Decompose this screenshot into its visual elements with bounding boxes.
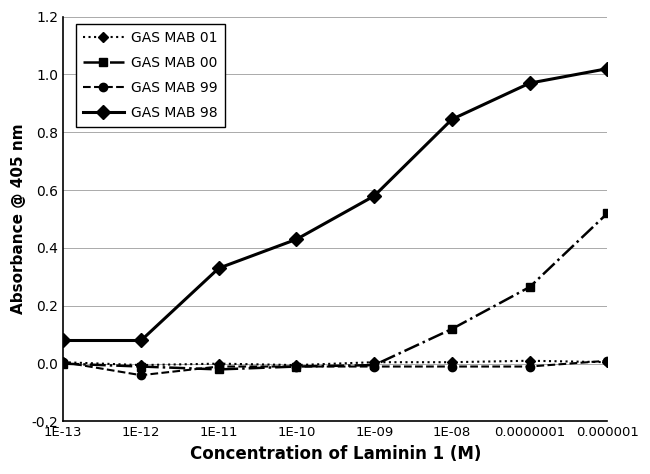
GAS MAB 01 <box>215 361 223 366</box>
GAS MAB 99 <box>604 358 612 364</box>
GAS MAB 99 <box>215 364 223 369</box>
GAS MAB 99 <box>370 364 378 369</box>
GAS MAB 98 <box>448 117 456 122</box>
GAS MAB 98 <box>59 337 67 343</box>
GAS MAB 01 <box>448 359 456 365</box>
GAS MAB 01 <box>604 359 612 365</box>
GAS MAB 98 <box>370 193 378 199</box>
GAS MAB 01 <box>526 358 534 364</box>
Line: GAS MAB 99: GAS MAB 99 <box>59 356 612 379</box>
GAS MAB 00 <box>215 366 223 372</box>
GAS MAB 98 <box>292 237 300 242</box>
Line: GAS MAB 98: GAS MAB 98 <box>58 64 612 346</box>
GAS MAB 98 <box>137 337 145 343</box>
GAS MAB 01 <box>137 362 145 368</box>
GAS MAB 01 <box>370 359 378 365</box>
GAS MAB 00 <box>59 361 67 366</box>
GAS MAB 99 <box>448 364 456 369</box>
GAS MAB 00 <box>370 362 378 368</box>
GAS MAB 01 <box>292 362 300 368</box>
GAS MAB 00 <box>526 284 534 290</box>
GAS MAB 98 <box>604 66 612 72</box>
GAS MAB 99 <box>137 373 145 378</box>
X-axis label: Concentration of Laminin 1 (M): Concentration of Laminin 1 (M) <box>190 445 481 463</box>
GAS MAB 00 <box>448 326 456 332</box>
GAS MAB 00 <box>137 364 145 369</box>
Legend: GAS MAB 01, GAS MAB 00, GAS MAB 99, GAS MAB 98: GAS MAB 01, GAS MAB 00, GAS MAB 99, GAS … <box>75 24 225 127</box>
GAS MAB 99 <box>59 359 67 365</box>
Line: GAS MAB 01: GAS MAB 01 <box>60 357 611 369</box>
GAS MAB 00 <box>604 210 612 216</box>
GAS MAB 99 <box>526 364 534 369</box>
GAS MAB 98 <box>215 265 223 271</box>
Y-axis label: Absorbance @ 405 nm: Absorbance @ 405 nm <box>11 124 26 314</box>
GAS MAB 98 <box>526 80 534 86</box>
GAS MAB 01 <box>59 359 67 365</box>
Line: GAS MAB 00: GAS MAB 00 <box>59 209 612 374</box>
GAS MAB 99 <box>292 364 300 369</box>
GAS MAB 00 <box>292 364 300 369</box>
